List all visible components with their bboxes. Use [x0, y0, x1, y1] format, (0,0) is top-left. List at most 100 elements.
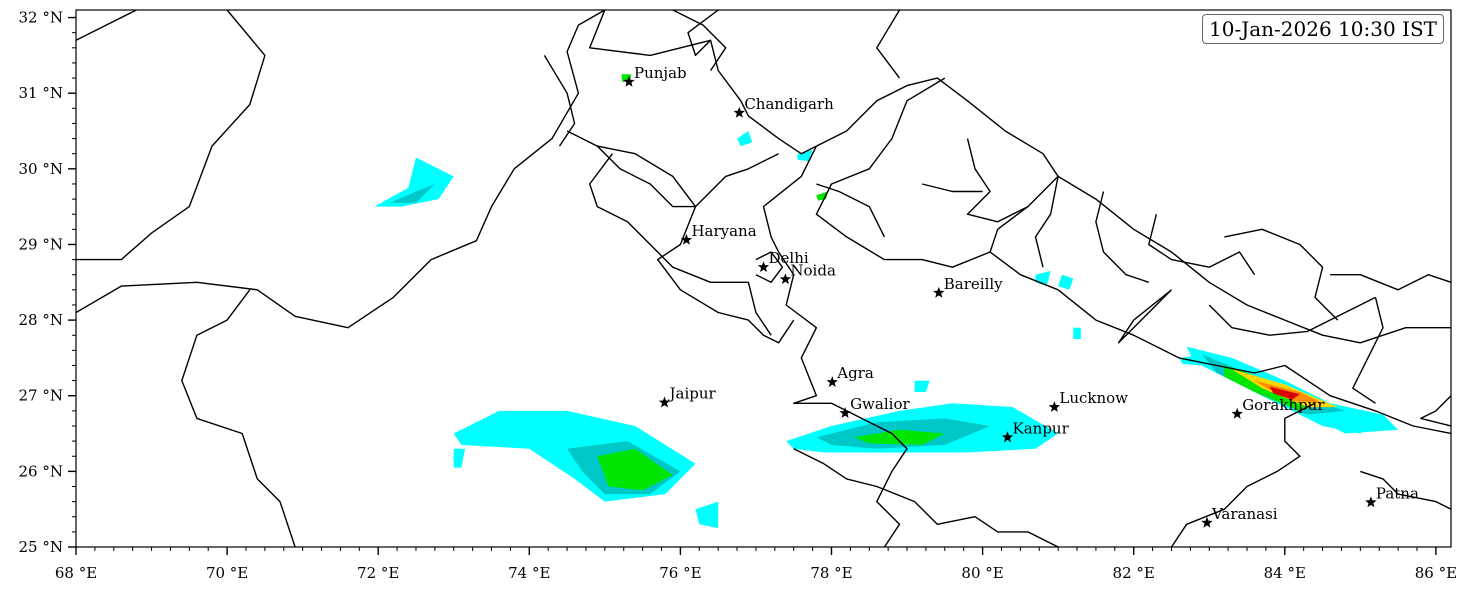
city-star-marker — [1365, 496, 1377, 508]
city-chandigarh: Chandigarh — [733, 95, 834, 118]
boundary-line — [1420, 395, 1451, 427]
boundary-line — [1330, 274, 1451, 291]
city-star-marker — [933, 286, 945, 298]
boundary-layer — [76, 10, 1451, 547]
city-haryana: Haryana — [680, 222, 757, 245]
city-label: Gorakhpur — [1242, 396, 1325, 414]
y-tick-label: 29 °N — [19, 235, 63, 253]
x-tick-label: 68 °E — [55, 564, 97, 582]
precip-area-level-1 — [737, 131, 753, 147]
city-agra: Agra — [826, 364, 874, 387]
boundary-line — [1117, 289, 1172, 344]
x-tick-label: 74 °E — [508, 564, 550, 582]
city-label: Punjab — [634, 64, 687, 82]
boundary-line — [989, 175, 1059, 253]
city-star-marker — [1048, 401, 1061, 412]
boundary-line — [596, 145, 696, 208]
city-star-marker — [1201, 516, 1213, 528]
city-star-marker — [839, 407, 851, 418]
y-tick-label: 27 °N — [19, 387, 63, 405]
city-label: Delhi — [769, 249, 809, 267]
boundary-line — [876, 10, 901, 79]
x-axis: 68 °E 70 °E 72 °E 74 °E 76 °E 78 °E 80 °E 82 °E… — [55, 547, 1457, 582]
boundary-line — [181, 289, 296, 547]
boundary-line — [589, 153, 772, 336]
x-tick-label: 70 °E — [206, 564, 248, 582]
boundary-line — [755, 251, 784, 283]
boundary-line — [966, 138, 1029, 223]
boundary-line — [657, 206, 795, 344]
timestamp-label: 10-Jan-2026 10:30 IST — [1202, 14, 1444, 44]
city-label: Kanpur — [1013, 419, 1070, 437]
boundary-line — [816, 77, 1059, 177]
city-gwalior: Gwalior — [839, 395, 910, 418]
city-label: Noida — [790, 261, 836, 279]
boundary-line — [1208, 296, 1376, 336]
x-tick-label: 86 °E — [1415, 564, 1457, 582]
city-punjab: Punjab — [623, 64, 687, 87]
y-tick-label: 25 °N — [19, 538, 63, 556]
boundary-line — [922, 183, 983, 193]
city-label: Haryana — [691, 222, 756, 240]
city-label: Chandigarh — [744, 95, 834, 113]
precip-area-level-1 — [1073, 327, 1081, 339]
boundary-line — [76, 10, 266, 261]
precip-area-level-3 — [854, 429, 945, 445]
y-tick-label: 32 °N — [19, 9, 63, 27]
boundary-line — [589, 10, 817, 155]
x-tick-label: 78 °E — [810, 564, 852, 582]
boundary-line — [687, 10, 719, 57]
city-label: Patna — [1376, 484, 1419, 502]
x-tick-label: 82 °E — [1113, 564, 1155, 582]
y-tick-label: 30 °N — [19, 160, 63, 178]
boundary-line — [1224, 228, 1339, 321]
x-tick-label: 80 °E — [961, 564, 1003, 582]
boundary-line — [989, 251, 1451, 435]
city-star-marker — [658, 396, 671, 408]
city-star-marker — [680, 233, 693, 245]
y-axis: 25 °N 26 °N 27 °N 28 °N 29 °N 30 °N 31 °N 32 °N — [19, 9, 76, 556]
boundary-line — [1034, 176, 1059, 268]
precip-area-level-1 — [1315, 414, 1399, 434]
city-star-marker — [757, 261, 770, 272]
city-kanpur: Kanpur — [1001, 419, 1070, 443]
boundary-line — [76, 10, 137, 41]
boundary-line — [1360, 470, 1451, 510]
boundary-line — [815, 77, 991, 268]
x-tick-label: 72 °E — [357, 564, 399, 582]
precip-area-level-1 — [374, 157, 454, 207]
city-label: Jaipur — [668, 385, 717, 403]
precip-area-level-3 — [597, 448, 673, 491]
city-delhi: Delhi — [757, 249, 809, 272]
city-label: Bareilly — [944, 275, 1003, 293]
city-star-marker — [623, 75, 635, 87]
precip-area-level-1 — [797, 149, 813, 162]
boundary-line — [1148, 214, 1256, 276]
city-star-marker — [1001, 431, 1014, 443]
city-star-marker — [733, 106, 745, 118]
city-patna: Patna — [1365, 484, 1419, 508]
precip-area-level-2 — [389, 184, 435, 203]
city-label: Agra — [836, 364, 874, 382]
city-bareilly: Bareilly — [933, 275, 1003, 298]
precip-area-level-6 — [1269, 386, 1300, 400]
city-lucknow: Lucknow — [1048, 389, 1128, 412]
boundary-line — [1057, 175, 1451, 344]
x-tick-label: 76 °E — [659, 564, 701, 582]
y-tick-label: 26 °N — [19, 462, 63, 480]
y-tick-label: 31 °N — [19, 84, 63, 102]
precipitation-layer — [374, 74, 1399, 529]
city-star-marker — [1231, 407, 1243, 419]
precip-area-level-1 — [914, 380, 930, 392]
city-label: Varanasi — [1211, 505, 1278, 523]
city-label: Gwalior — [850, 395, 910, 413]
boundary-line — [672, 10, 727, 71]
boundary-line — [1352, 297, 1384, 404]
city-star-marker — [826, 376, 838, 387]
city-label: Lucknow — [1059, 389, 1128, 407]
y-tick-label: 28 °N — [19, 311, 63, 329]
city-noida: Noida — [779, 261, 836, 285]
x-tick-label: 84 °E — [1264, 564, 1306, 582]
